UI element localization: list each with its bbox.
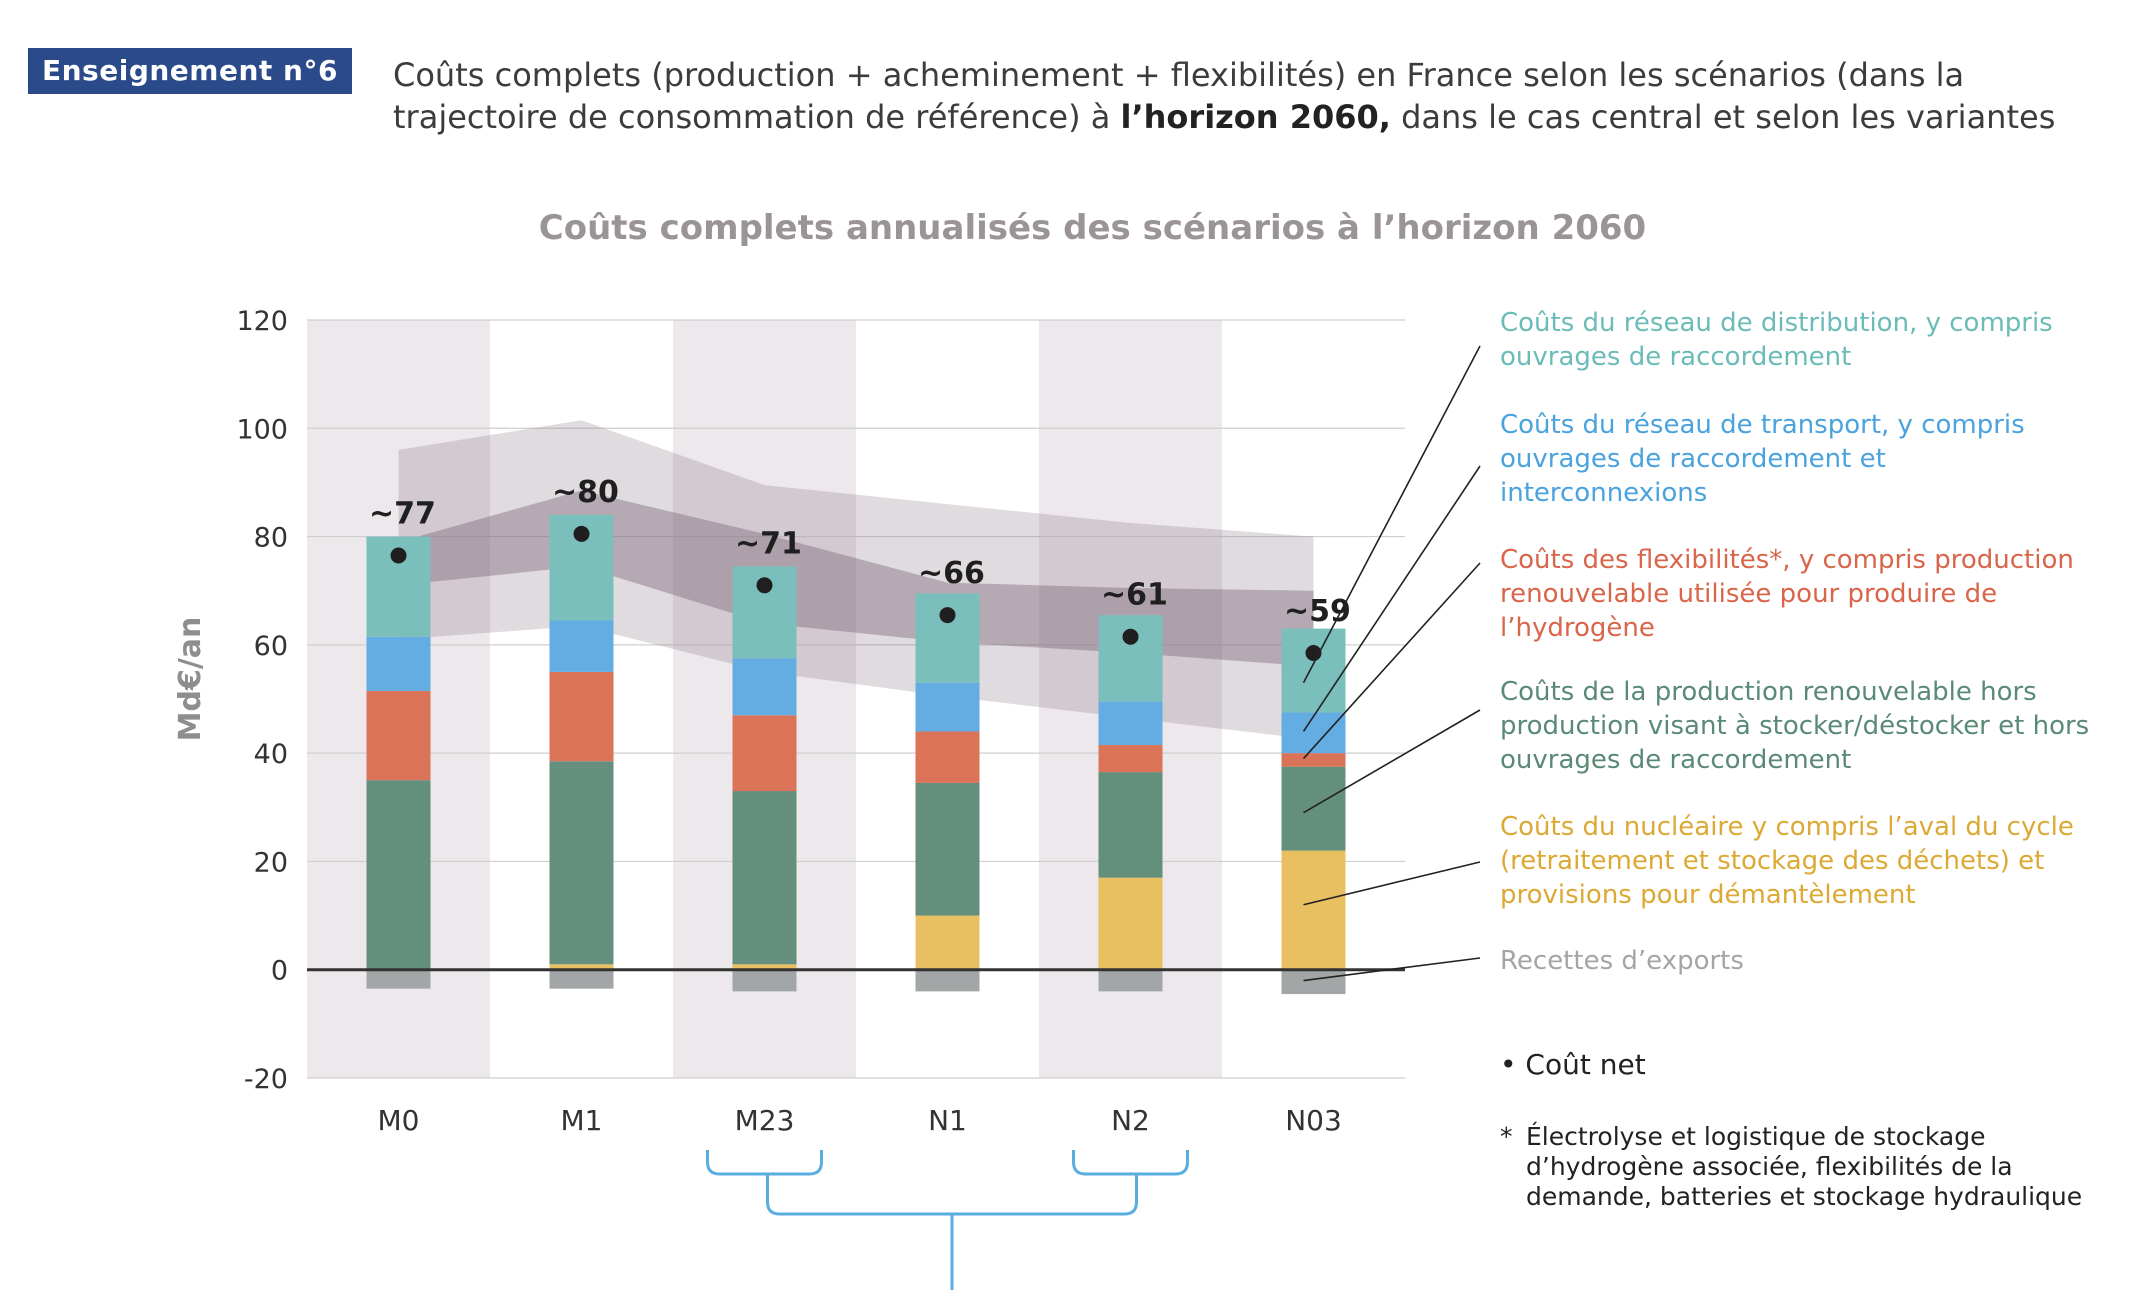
y-tick-label-80: 80 [254,523,288,554]
heading-line-1: Coûts complets (production + acheminemen… [393,56,1965,94]
legend-renouvelable-label: Coûts de la production renouvelable hors… [1500,677,2090,775]
leader-distribution [1302,345,1481,684]
legend-transport: Coûts du réseau de transport, y compris … [1500,408,2100,510]
legend-flexibilites-label: Coûts des flexibilités*, y compris produ… [1500,545,2074,643]
heading-line-2-pre: trajectoire de consommation de référence… [393,98,1121,136]
bar-N1-distribution [915,593,980,683]
bar-M23-transport [732,658,797,716]
variant-band-outer [398,420,1314,740]
bar-M23-renouvelable [732,791,797,965]
net-cost-dot-M0 [390,547,407,564]
bar-N1-nucleaire [915,915,980,970]
x-tick-label-N2: N2 [1111,1104,1150,1137]
leader-renouvelable [1303,709,1481,814]
lesson-badge: Enseignement n°6 [28,48,352,94]
leader-nucleaire [1303,861,1481,906]
legend-transport-label: Coûts du réseau de transport, y compris … [1500,410,2025,508]
legend-distribution: Coûts du réseau de distribution, y compr… [1500,306,2100,374]
bar-N2-flexibilites [1098,745,1163,773]
bar-M23-flexibilites [732,715,797,792]
net-cost-dot-M1 [573,525,590,542]
y-tick-label-120: 120 [236,306,288,337]
net-cost-label-M0: ~77 [369,497,436,532]
bar-M0-renouvelable [366,780,431,970]
bar-N1-renouvelable [915,782,980,916]
net-cost-dot-N2 [1122,628,1139,645]
bar-M0-transport [366,636,431,691]
leader-flexibilites [1302,562,1481,760]
y-tick-label-60: 60 [254,631,288,662]
variant-band-inner [398,490,1314,667]
bracket-m23 [706,1150,823,1176]
leader-transport [1302,465,1481,732]
bar-M1-transport [549,620,614,672]
net-cost-label-N1: ~66 [918,556,985,591]
bar-N03-nucleaire [1281,850,1346,970]
y-tick-label-100: 100 [236,414,288,445]
heading-line-2-bold: l’horizon 2060, [1120,98,1391,136]
heading-line-2-post: dans le cas central et selon les variant… [1390,98,2056,136]
bar-N1-flexibilites [915,731,980,783]
y-tick-label-0: 0 [271,956,288,987]
net-cost-dot-N1 [939,607,956,624]
bracket-join [766,1174,1138,1216]
x-tick-label-N1: N1 [928,1104,967,1137]
footnote-text: Électrolyse et logistique de stockage d’… [1526,1122,2083,1211]
footnote-star: * [1500,1122,1513,1151]
net-cost-legend-label: Coût net [1525,1048,1646,1081]
legend-renouvelable: Coûts de la production renouvelable hors… [1500,675,2130,777]
chart-title: Coûts complets annualisés des scénarios … [538,208,1647,248]
bar-M23-nucleaire [732,964,797,970]
scenario-bracket [706,1150,1189,1290]
bar-N2-renouvelable [1098,772,1163,878]
bar-N03-renouvelable [1281,766,1346,851]
y-tick-label-40: 40 [254,739,288,770]
net-cost-label-M1: ~80 [552,475,619,510]
legend-exports-label: Recettes d’exports [1500,946,1744,976]
bar-M1-exports [549,969,614,989]
legend-nucleaire: Coûts du nucléaire y compris l’aval du c… [1500,810,2130,912]
net-cost-dot-icon: • [1500,1048,1517,1081]
page-heading: Coûts complets (production + acheminemen… [393,54,2133,138]
bar-N2-transport [1098,701,1163,746]
bar-M0-exports [366,969,431,989]
bar-M23-exports [732,969,797,992]
net-cost-legend: • Coût net [1500,1048,1646,1081]
legend-exports: Recettes d’exports [1500,944,2100,978]
legend-nucleaire-label: Coûts du nucléaire y compris l’aval du c… [1500,812,2074,910]
y-tick-label--20: -20 [244,1064,288,1095]
bar-M1-renouvelable [549,761,614,965]
bar-M1-flexibilites [549,671,614,762]
net-cost-label-N2: ~61 [1101,578,1168,613]
x-tick-label-M0: M0 [378,1104,420,1137]
leader-exports [1303,957,1481,982]
bar-N2-nucleaire [1098,877,1163,970]
bar-M0-flexibilites [366,690,431,781]
bar-N1-transport [915,682,980,732]
legend-distribution-label: Coûts du réseau de distribution, y compr… [1500,308,2053,372]
bracket-n2 [1072,1150,1189,1176]
y-axis-label: Md€/an [173,617,208,742]
x-tick-label-M23: M23 [735,1104,795,1137]
bar-N03-flexibilites [1281,753,1346,767]
bar-N2-distribution [1098,615,1163,702]
bar-N1-exports [915,969,980,992]
net-cost-label-M23: ~71 [735,526,802,561]
bar-M1-nucleaire [549,964,614,970]
bar-N2-exports [1098,969,1163,992]
heading-line-2: trajectoire de consommation de référence… [393,96,2133,138]
footnote: * Électrolyse et logistique de stockage … [1500,1122,2120,1212]
net-cost-label-N03: ~59 [1284,594,1351,629]
bar-N03-distribution [1281,628,1346,713]
bar-N03-exports [1281,969,1346,995]
x-tick-label-N03: N03 [1285,1104,1342,1137]
net-cost-dot-M23 [756,577,773,594]
legend-flexibilites: Coûts des flexibilités*, y compris produ… [1500,543,2100,645]
x-tick-label-M1: M1 [561,1104,603,1137]
y-tick-label-20: 20 [254,847,288,878]
